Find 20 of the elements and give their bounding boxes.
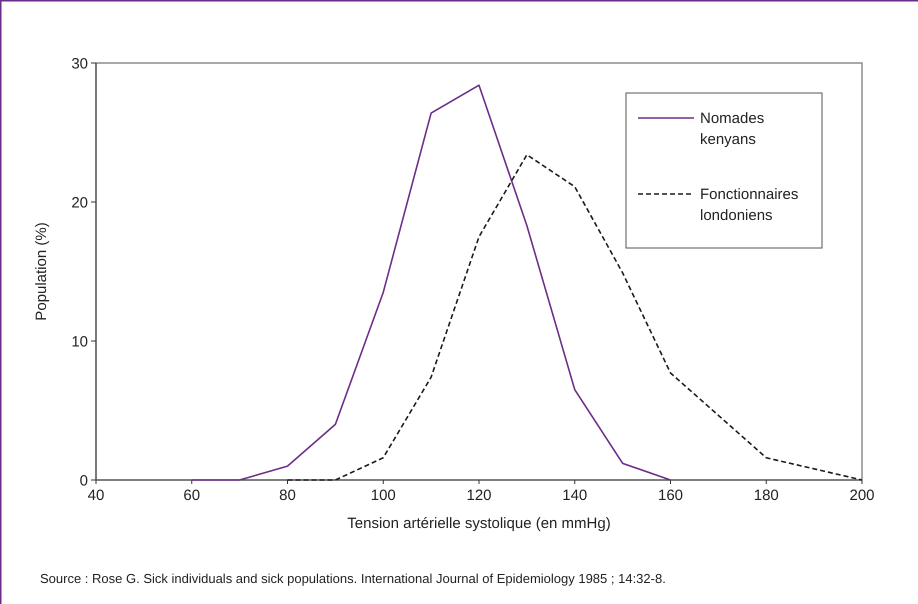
x-tick-label: 100 <box>370 487 396 504</box>
x-tick-label: 200 <box>849 487 875 504</box>
x-tick-label: 180 <box>754 487 779 504</box>
x-tick-label: 40 <box>88 487 104 504</box>
y-axis-title: Population (%) <box>33 222 50 321</box>
x-axis-title: Tension artérielle systolique (en mmHg) <box>347 515 611 532</box>
x-tick-label: 120 <box>466 487 492 504</box>
legend-label: Fonctionnaires londoniens <box>700 186 798 224</box>
x-tick-label: 80 <box>279 487 296 504</box>
source-note: Source : Rose G. Sick individuals and sick populations. International Journal of Epidemiology 1985 ; 14:32-8. <box>40 571 666 586</box>
y-tick-label: 0 <box>80 472 88 490</box>
line-series <box>190 84 672 481</box>
x-tick-label: 160 <box>658 487 684 504</box>
legend-label: Nomades kenyans <box>700 110 764 148</box>
y-tick-label: 20 <box>71 194 88 212</box>
x-tick-label: 60 <box>183 487 200 504</box>
line-series <box>286 154 863 481</box>
y-tick-label: 30 <box>71 55 88 72</box>
x-tick-label: 140 <box>562 487 588 504</box>
y-tick-label: 10 <box>71 333 88 350</box>
